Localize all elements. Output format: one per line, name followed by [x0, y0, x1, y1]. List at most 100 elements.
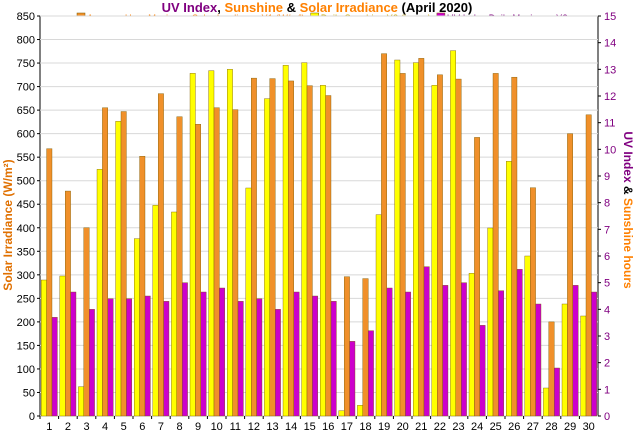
- x-axis: 1 2 3 4 5 6 7 8 9 10 11 12 13 14 15 16 17 18 19 20 21 22 23 24 2…: [39, 416, 595, 433]
- chart-title-part: &: [283, 0, 300, 15]
- bar-uv: [479, 325, 486, 417]
- y-left-tick-label: 650: [17, 105, 35, 117]
- x-tick-label: 10: [211, 421, 223, 433]
- bar-sunshine: [487, 227, 494, 417]
- y-axis-right-label-part: &: [621, 183, 634, 198]
- bar-irradiance: [269, 78, 276, 417]
- bar-uv: [368, 330, 374, 417]
- y-left-tick-label: 350: [17, 246, 35, 258]
- bar-irradiance: [250, 77, 257, 417]
- bar-uv: [461, 282, 467, 417]
- y-left-tick-label: 450: [17, 199, 35, 211]
- y-right-tick-label: 12: [604, 91, 616, 103]
- y-left-tick-label: 850: [17, 11, 35, 23]
- y-right-tick-label: 9: [604, 171, 610, 183]
- bar-sunshine: [282, 65, 289, 417]
- bar-irradiance: [399, 73, 406, 417]
- bar-uv: [181, 282, 188, 417]
- bar-sunshine: [375, 214, 382, 417]
- bar-sunshine: [134, 238, 140, 417]
- bar-irradiance: [492, 73, 499, 417]
- x-tick-label: 4: [102, 421, 108, 433]
- x-tick-label: 12: [248, 421, 260, 433]
- x-tick-label: 5: [121, 421, 127, 433]
- y-right-tick-label: 15: [604, 11, 616, 23]
- bar-uv: [107, 298, 114, 417]
- bar-sunshine: [561, 303, 568, 417]
- bar-sunshine: [524, 255, 531, 417]
- y-left-tick-label: 500: [17, 176, 35, 188]
- bar-irradiance: [548, 321, 555, 417]
- bar-irradiance: [381, 53, 387, 417]
- plot-frame: [39, 15, 599, 417]
- bar-irradiance: [157, 93, 164, 417]
- y-right-tick-label: 7: [604, 224, 610, 236]
- bar-sunshine: [413, 62, 419, 417]
- bar-irradiance: [120, 111, 127, 417]
- y-left-tick-label: 550: [17, 152, 35, 164]
- bar-uv: [275, 309, 281, 417]
- y-left-tick-label: 50: [23, 387, 35, 399]
- y-right-tick-label: 10: [604, 144, 616, 156]
- y-axis-left: 0 50 100 150 200 250 300 350 400 450 500 550 600 650 7…: [17, 11, 40, 423]
- chart-title-part: Sunshine: [225, 0, 284, 15]
- bar-sunshine: [580, 315, 587, 417]
- y-right-tick-label: 8: [604, 198, 610, 210]
- bar-irradiance: [139, 156, 146, 417]
- chart-title-part: ,: [217, 0, 224, 15]
- plot-area: [39, 15, 599, 417]
- bar-sunshine: [189, 73, 196, 417]
- x-tick-label: 7: [158, 421, 164, 433]
- bar-sunshine: [78, 386, 85, 417]
- x-tick-label: 24: [471, 421, 483, 433]
- bar-sunshine: [171, 211, 178, 417]
- y-left-tick-label: 250: [17, 293, 35, 305]
- bar-uv: [237, 301, 244, 417]
- x-tick-label: 25: [490, 421, 502, 433]
- bar-sunshine: [394, 59, 401, 417]
- x-tick-label: 9: [195, 421, 201, 433]
- bar-uv: [386, 287, 393, 417]
- bar-irradiance: [567, 133, 573, 417]
- bar-irradiance: [176, 116, 183, 417]
- bar-uv: [349, 341, 356, 417]
- y-right-tick-label: 5: [604, 278, 610, 290]
- x-tick-label: 30: [583, 421, 595, 433]
- x-tick-label: 21: [415, 421, 427, 433]
- x-tick-label: 22: [434, 421, 446, 433]
- bar-uv: [535, 303, 542, 417]
- bar-uv: [70, 291, 77, 417]
- bar-sunshine: [357, 405, 364, 417]
- x-tick-label: 26: [508, 421, 520, 433]
- bar-sunshine: [152, 205, 159, 417]
- bar-uv: [405, 291, 411, 417]
- chart-title-part: Solar Irradiance: [300, 0, 398, 15]
- y-axis-left-label: Solar Irradiance (W/m²): [1, 159, 15, 290]
- bar-sunshine: [245, 187, 252, 417]
- bar-uv: [200, 291, 207, 417]
- x-tick-label: 29: [564, 421, 576, 433]
- bar-sunshine: [59, 275, 66, 417]
- chart-title-part: UV Index: [162, 0, 218, 15]
- bar-sunshine: [115, 121, 122, 417]
- bar-sunshine: [431, 85, 438, 417]
- bars-layer: [41, 50, 597, 417]
- bar-irradiance: [474, 137, 480, 417]
- bar-uv: [219, 287, 225, 417]
- y-axis-right-label-part: Sunshine hours: [621, 198, 634, 289]
- bar-irradiance: [232, 109, 239, 417]
- x-tick-label: 14: [285, 421, 297, 433]
- bar-irradiance: [344, 276, 350, 417]
- bar-uv: [498, 290, 504, 417]
- bar-uv: [126, 298, 132, 417]
- bar-sunshine: [338, 410, 345, 417]
- x-tick-label: 28: [545, 421, 557, 433]
- bar-irradiance: [102, 107, 108, 417]
- bar-uv: [572, 285, 579, 417]
- bar-uv: [591, 291, 597, 417]
- bar-sunshine: [450, 50, 457, 417]
- y-left-tick-label: 150: [17, 340, 35, 352]
- bar-irradiance: [455, 78, 462, 417]
- bar-uv: [554, 367, 560, 417]
